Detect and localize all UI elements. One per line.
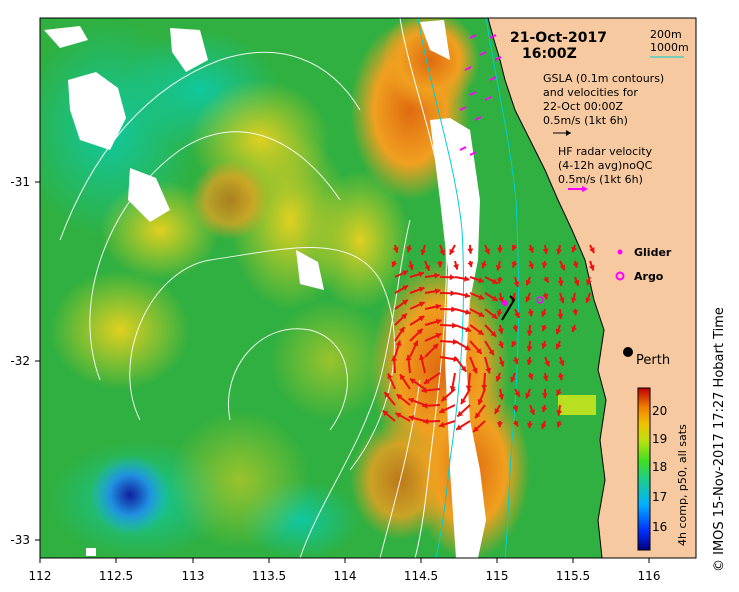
glider-legend-icon — [618, 250, 623, 255]
x-tick-label: 114.5 — [404, 569, 438, 583]
y-axis: -31 -32 -33 — [10, 175, 40, 547]
glider-position — [502, 300, 508, 306]
x-tick-label: 116 — [638, 569, 661, 583]
colorbar-tick: 20 — [652, 404, 667, 418]
map-date: 21-Oct-2017 — [510, 30, 607, 46]
x-tick-label: 112.5 — [99, 569, 133, 583]
svg-text:HF radar velocity: HF radar velocity — [558, 145, 653, 158]
y-tick-label: -32 — [10, 354, 30, 368]
y-tick-label: -33 — [10, 533, 30, 547]
svg-text:22-Oct 00:00Z: 22-Oct 00:00Z — [543, 100, 623, 113]
colorbar-tick: 17 — [652, 490, 667, 504]
x-tick-label: 114 — [334, 569, 357, 583]
colorbar-label: 4h comp, p50, all sats — [676, 424, 689, 546]
credit-text: © IMOS 15-Nov-2017 17:27 Hobart Time — [712, 272, 727, 572]
svg-text:(4-12h avg)noQC: (4-12h avg)noQC — [558, 159, 653, 172]
colorbar-scale — [638, 388, 650, 550]
perth-marker — [623, 347, 633, 357]
depth-legend-1000m: 1000m — [650, 41, 689, 54]
svg-text:and velocities for: and velocities for — [543, 86, 638, 99]
depth-legend-200m: 200m — [650, 28, 682, 41]
svg-text:0.5m/s (1kt 6h): 0.5m/s (1kt 6h) — [558, 173, 643, 186]
x-tick-label: 113.5 — [252, 569, 286, 583]
perth-label: Perth — [636, 353, 670, 368]
x-tick-label: 115.5 — [556, 569, 590, 583]
glider-legend-label: Glider — [634, 246, 672, 259]
colorbar-tick: 16 — [652, 520, 667, 534]
x-tick-label: 115 — [486, 569, 509, 583]
svg-text:GSLA (0.1m contours): GSLA (0.1m contours) — [543, 72, 664, 85]
argo-legend-label: Argo — [634, 270, 664, 283]
y-tick-label: -31 — [10, 175, 30, 189]
colorbar-tick: 18 — [652, 460, 667, 474]
x-tick-label: 113 — [182, 569, 205, 583]
cold-patch-sw — [90, 455, 170, 535]
svg-text:0.5m/s (1kt 6h): 0.5m/s (1kt 6h) — [543, 114, 628, 127]
x-tick-label: 112 — [29, 569, 52, 583]
coastal-sst-patch — [558, 395, 596, 415]
hf-legend: HF radar velocity (4-12h avg)noQC 0.5m/s… — [558, 145, 653, 192]
map-time: 16:00Z — [522, 46, 577, 62]
x-axis: 112 112.5 113 113.5 114 114.5 115 115.5 … — [29, 558, 661, 583]
colorbar-tick: 19 — [652, 432, 667, 446]
